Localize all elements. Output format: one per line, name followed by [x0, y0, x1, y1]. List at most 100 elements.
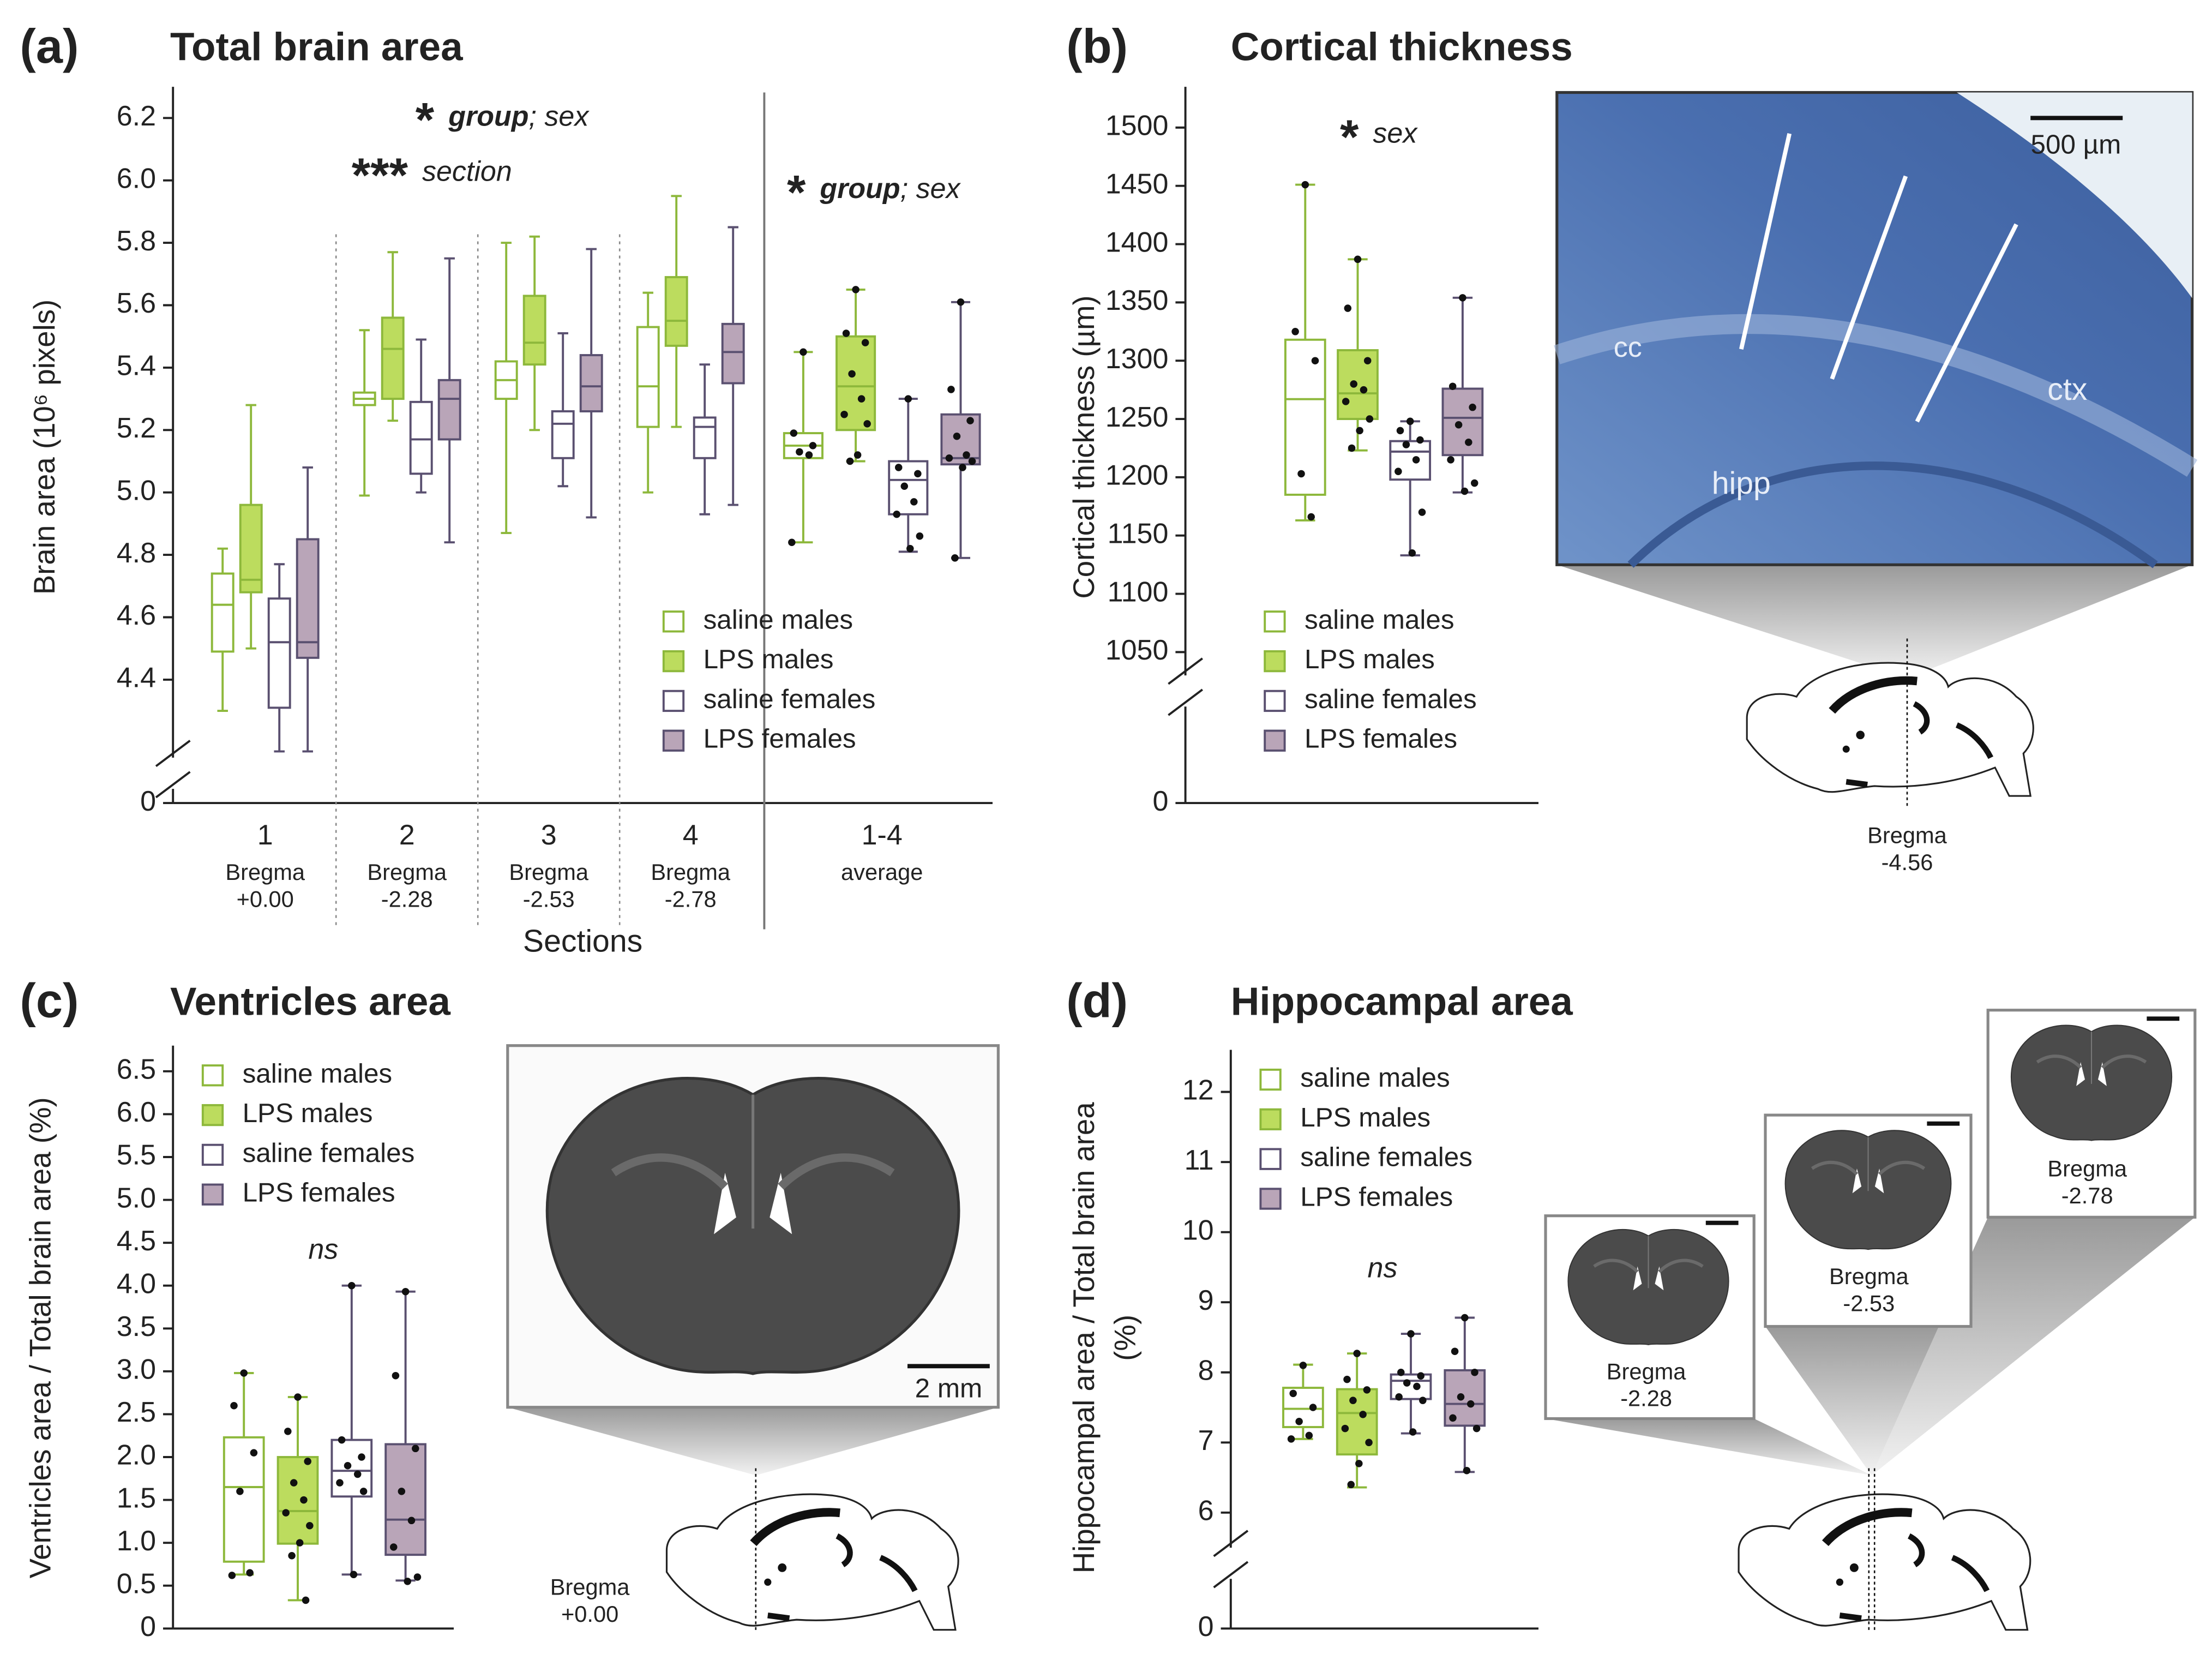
box-plot: [330, 1281, 373, 1579]
box: [239, 504, 263, 594]
y-tick-label: 6.0: [117, 163, 156, 194]
legend-swatch: [662, 690, 685, 712]
legend-label: LPS males: [1300, 1102, 1430, 1132]
y-tick-label: 1350: [1105, 285, 1169, 316]
y-tick-label: 1100: [1108, 576, 1169, 608]
legend-swatch: [1259, 1108, 1282, 1131]
data-point: [353, 1470, 362, 1478]
data-point: [336, 1479, 344, 1487]
y-tick-label: 5.0: [117, 1182, 156, 1214]
box-plot: [352, 329, 376, 497]
box-plot: [1284, 181, 1326, 522]
legend-label: LPS females: [704, 724, 856, 754]
box: [1282, 1387, 1324, 1428]
y-tick-label: 4.5: [117, 1225, 156, 1257]
data-point: [230, 1401, 238, 1410]
y-tick-label: 5.4: [117, 350, 156, 382]
data-point: [900, 482, 909, 490]
box-plot: [693, 363, 717, 516]
y-tick-label: 12: [1182, 1074, 1214, 1106]
annotation-text: ; sex: [529, 100, 590, 132]
legend-label: LPS females: [1300, 1182, 1453, 1212]
legend-label: LPS males: [243, 1098, 373, 1128]
box-plot: [579, 248, 603, 519]
y-tick-label: 0: [140, 786, 156, 817]
axis-break: [1168, 657, 1203, 685]
y-tick-label: 1.0: [117, 1525, 156, 1557]
scale-label: 2 mm: [915, 1374, 982, 1404]
legend-label: saline males: [1305, 604, 1454, 634]
box-plot: [437, 257, 461, 544]
data-point: [407, 1517, 416, 1525]
box-plot: [211, 547, 235, 712]
data-point: [306, 1521, 314, 1530]
data-point: [1413, 1382, 1421, 1391]
bregma-label: Bregma: [1867, 822, 1947, 848]
data-point: [968, 457, 976, 465]
box: [636, 326, 660, 428]
data-point: [1363, 1386, 1371, 1394]
data-point: [842, 329, 850, 337]
data-point: [1349, 1397, 1357, 1404]
data-point: [1448, 382, 1457, 390]
data-point: [904, 395, 912, 403]
zoom-funnel: [1546, 1418, 1872, 1476]
box-plot: [1441, 294, 1484, 495]
data-point: [1459, 294, 1466, 302]
box: [693, 416, 717, 459]
box-plot: [721, 226, 745, 506]
x-tick-label: 1: [257, 819, 273, 851]
data-point: [1360, 386, 1368, 394]
data-point: [413, 1573, 422, 1581]
data-point: [348, 1281, 356, 1290]
y-tick-label: 4.4: [117, 662, 156, 694]
legend-swatch: [1259, 1188, 1282, 1210]
box-plot: [1444, 1314, 1486, 1475]
box-plot: [1390, 1330, 1432, 1436]
y-tick-label: 5.8: [117, 225, 156, 257]
legend-label: saline males: [704, 604, 853, 634]
x-tick-label: 2: [399, 819, 415, 851]
y-tick-label: 10: [1182, 1214, 1214, 1246]
y-tick-label: 5.6: [117, 287, 156, 319]
sagittal-sketch: [1747, 663, 2033, 796]
data-point: [236, 1488, 244, 1495]
box: [276, 1456, 319, 1545]
data-point: [1347, 1481, 1355, 1489]
panel-label: (a): [20, 19, 79, 73]
data-point: [1299, 1362, 1307, 1369]
coronal-section: [1786, 1130, 1951, 1249]
data-point: [398, 1488, 406, 1495]
box: [409, 400, 433, 475]
annotation: * sex: [1340, 110, 1418, 164]
data-point: [1395, 1393, 1403, 1401]
data-point: [1359, 1411, 1367, 1418]
y-tick-label: 1500: [1105, 110, 1169, 142]
data-point: [951, 554, 959, 562]
data-point: [290, 1479, 298, 1487]
chart-title: Ventricles area: [170, 980, 450, 1024]
data-point: [404, 1578, 411, 1585]
panel-label: (b): [1066, 19, 1128, 73]
chart-title: Cortical thickness: [1231, 25, 1573, 69]
significance-stars: *: [1340, 110, 1359, 164]
y-axis-label: (%): [1108, 1315, 1141, 1361]
y-tick-label: 5.2: [117, 412, 156, 444]
legend-label: saline females: [1305, 684, 1477, 714]
data-point: [304, 1458, 311, 1465]
data-point: [338, 1436, 346, 1444]
box: [835, 335, 876, 432]
y-tick-label: 3.0: [117, 1354, 156, 1386]
data-point: [857, 395, 865, 403]
box-plot: [276, 1393, 319, 1604]
data-point: [796, 448, 803, 456]
legend-label: LPS females: [1305, 724, 1457, 754]
box: [267, 597, 291, 709]
legend-swatch: [1259, 1148, 1282, 1170]
data-point: [1419, 1397, 1427, 1404]
y-tick-label: 6.0: [117, 1096, 156, 1128]
x-tick-sublabel: -2.53: [523, 886, 575, 912]
data-point: [1449, 1414, 1457, 1422]
box-plot: [1282, 1362, 1324, 1443]
data-point: [282, 1509, 290, 1517]
